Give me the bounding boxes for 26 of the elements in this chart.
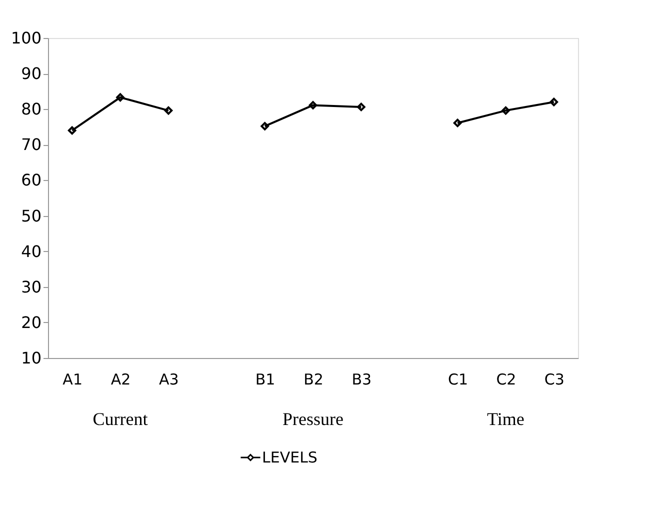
y-tick-label: 50 (21, 206, 42, 226)
point (164, 106, 173, 115)
y-tick-label: 80 (21, 100, 42, 119)
y-tick-label: 100 (10, 28, 42, 48)
y-tick-label: 60 (21, 170, 42, 190)
y-tick-label: 30 (21, 277, 42, 296)
y-tick-label: 70 (21, 135, 42, 154)
y-tick-label: 40 (21, 242, 42, 261)
text: Pressure (282, 409, 344, 429)
y-tick-label: 10 (21, 348, 42, 368)
x-tick-label: A1 (62, 370, 82, 388)
x-tick-label: B2 (304, 370, 324, 388)
y-tick-label: 20 (21, 312, 42, 332)
x-tick-label: C2 (496, 370, 516, 388)
x-tick-label: C3 (544, 370, 564, 388)
text: Current (92, 409, 148, 429)
x-tick-label: B3 (352, 370, 372, 388)
point (68, 126, 76, 135)
x-tick-label: A2 (110, 370, 131, 388)
text: Time (487, 409, 524, 429)
x-tick-label: A3 (159, 370, 179, 388)
point (116, 93, 124, 102)
y-tick-label: 90 (21, 64, 42, 84)
x-tick-label: B1 (255, 370, 276, 388)
x-tick-label: C1 (448, 370, 468, 388)
legend-label: LEVELS (262, 448, 318, 466)
